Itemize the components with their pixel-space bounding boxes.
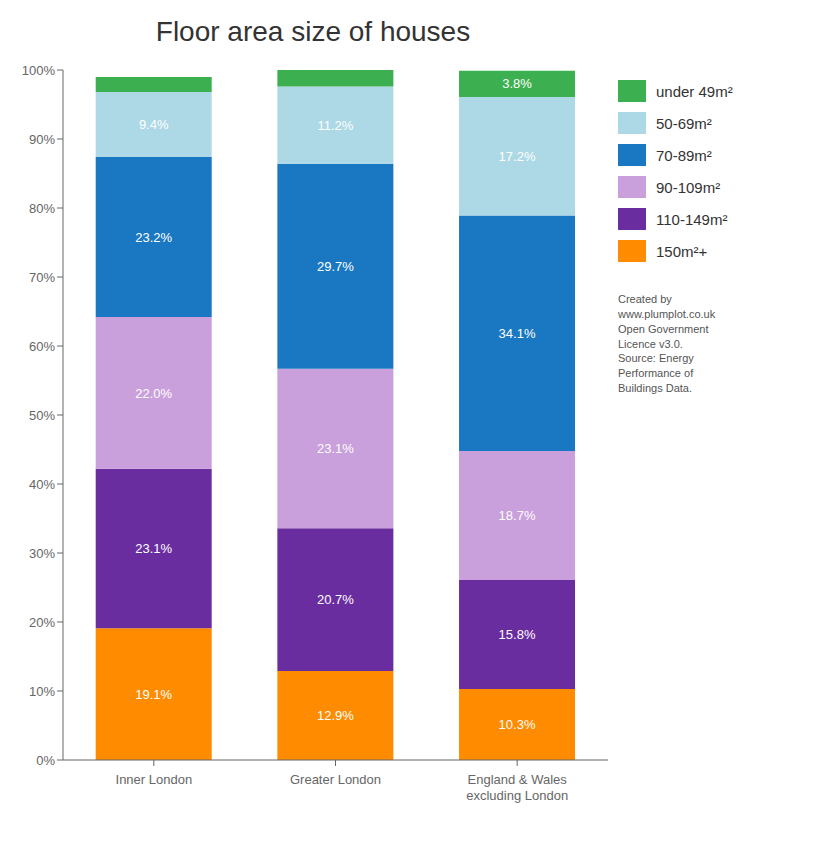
svg-text:29.7%: 29.7% bbox=[317, 259, 354, 274]
svg-text:100%: 100% bbox=[22, 63, 56, 78]
html-text:90-109m²: 90-109m² bbox=[656, 178, 721, 196]
svg-text:England & Walesexcluding Londo: England & Walesexcluding London bbox=[466, 772, 568, 803]
svg-text:17.2%: 17.2% bbox=[499, 149, 536, 164]
svg-text:15.8%: 15.8% bbox=[499, 627, 536, 642]
svg-text:60%: 60% bbox=[29, 339, 55, 354]
svg-text:20.7%: 20.7% bbox=[317, 592, 354, 607]
svg-text:0%: 0% bbox=[36, 753, 55, 768]
svg-text:30%: 30% bbox=[29, 546, 55, 561]
svg-text:90%: 90% bbox=[29, 132, 55, 147]
svg-text:50%: 50% bbox=[29, 408, 55, 423]
html-text:70-89m²: 70-89m² bbox=[656, 146, 712, 164]
svg-text:34.1%: 34.1% bbox=[499, 326, 536, 341]
svg-text:12.9%: 12.9% bbox=[317, 708, 354, 723]
svg-text:19.1%: 19.1% bbox=[135, 687, 172, 702]
svg-text:Inner London: Inner London bbox=[116, 772, 193, 787]
svg-text:10%: 10% bbox=[29, 684, 55, 699]
svg-text:18.7%: 18.7% bbox=[499, 508, 536, 523]
svg-text:70%: 70% bbox=[29, 270, 55, 285]
html-text:50-69m²: 50-69m² bbox=[656, 114, 712, 132]
svg-text:23.1%: 23.1% bbox=[317, 441, 354, 456]
html-text:110-149m²: 110-149m² bbox=[656, 210, 728, 228]
svg-text:40%: 40% bbox=[29, 477, 55, 492]
svg-text:23.1%: 23.1% bbox=[135, 541, 172, 556]
svg-text:11.2%: 11.2% bbox=[317, 118, 353, 133]
html-text:Floor area size of houses: Floor area size of houses bbox=[155, 16, 471, 47]
html-text:150m²+: 150m²+ bbox=[656, 242, 708, 260]
svg-text:Greater London: Greater London bbox=[290, 772, 381, 787]
html-text:under 49m²: under 49m² bbox=[656, 82, 733, 100]
svg-text:23.2%: 23.2% bbox=[135, 230, 172, 245]
svg-text:80%: 80% bbox=[29, 201, 55, 216]
svg-text:22.0%: 22.0% bbox=[135, 386, 172, 401]
html-text:Created by www.plumplot.co.uk: Created by www.plumplot.co.uk Open Gover… bbox=[618, 293, 716, 395]
svg-text:9.4%: 9.4% bbox=[139, 117, 169, 132]
svg-text:20%: 20% bbox=[29, 615, 55, 630]
svg-text:3.8%: 3.8% bbox=[502, 76, 532, 91]
svg-text:10.3%: 10.3% bbox=[499, 717, 536, 732]
